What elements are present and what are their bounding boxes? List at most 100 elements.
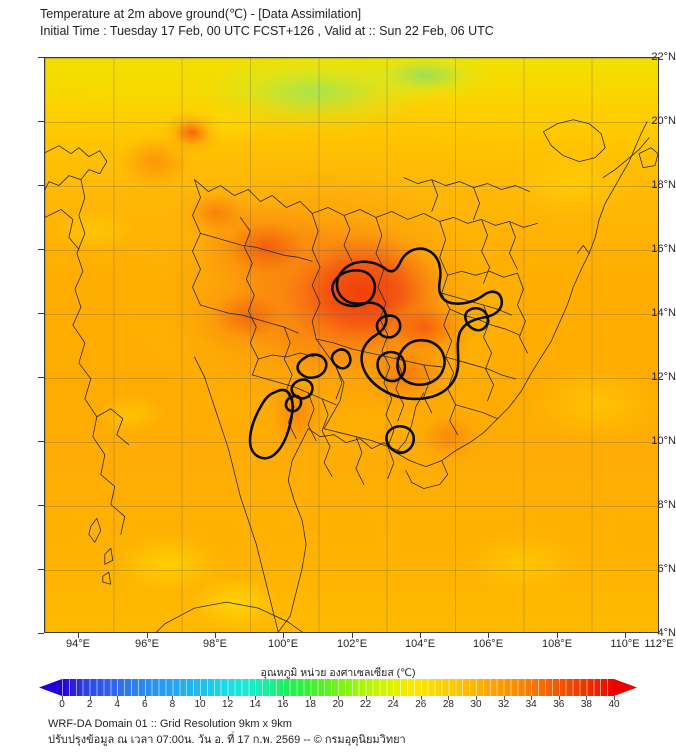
x-tick-label: 106°E: [472, 638, 504, 650]
y-tick-label: 6°N: [657, 563, 676, 575]
y-tick-label: 18°N: [651, 179, 676, 191]
colorbar-tick-label: 20: [332, 699, 344, 710]
colorbar-tick-mark: [448, 696, 450, 700]
x-tick-mark: [352, 633, 353, 638]
colorbar-tick-label: 22: [360, 699, 372, 710]
title-block: Temperature at 2m above ground(℃) - [Dat…: [40, 6, 660, 40]
x-tick-label: 98°E: [203, 638, 227, 650]
colorbar-tick-mark: [200, 696, 201, 700]
colorbar-tick-label: 32: [498, 699, 510, 710]
colorbar-tick-mark: [117, 696, 119, 700]
colorbar-tick-label: 4: [114, 699, 120, 710]
y-tick-mark: [38, 569, 44, 570]
colorbar-segment-dividers: [62, 679, 614, 696]
y-tick-label: 10°N: [651, 435, 676, 447]
coastline-and-border-lines: [45, 119, 658, 632]
colorbar-tick-mark: [586, 696, 588, 700]
x-tick-label: 104°E: [404, 638, 436, 650]
y-tick-label: 12°N: [651, 371, 676, 383]
colorbar-tick-mark: [62, 696, 63, 700]
x-tick-mark: [557, 633, 558, 638]
x-tick-mark: [420, 633, 421, 638]
y-tick-mark: [38, 505, 44, 506]
map-plot-area: [44, 57, 659, 633]
y-tick-label: 14°N: [651, 307, 676, 319]
colorbar-tick-mark: [476, 696, 477, 700]
colorbar: อุณหภูมิ หน่วย องศาเซลเซียส (℃) 0 2 4 6 8 10 1…: [0, 664, 676, 712]
colorbar-tick-label: 28: [442, 699, 454, 710]
y-tick-mark: [38, 377, 44, 378]
colorbar-tick-mark: [503, 696, 505, 700]
colorbar-tick-mark: [282, 696, 284, 700]
colorbar-tick-label: 36: [553, 699, 565, 710]
colorbar-tick-label: 2: [86, 699, 93, 710]
colorbar-tick-label: 6: [142, 699, 148, 710]
y-tick-mark: [38, 121, 44, 122]
y-tick-label: 4°N: [657, 627, 676, 639]
temperature-contour-lines: [248, 247, 504, 460]
colorbar-tick-label: 24: [387, 699, 399, 710]
colorbar-tick-mark: [614, 696, 615, 700]
x-tick-label: 96°E: [135, 638, 159, 650]
footer-domain-info: WRF-DA Domain 01 :: Grid Resolution 9km …: [48, 718, 292, 730]
colorbar-tick-mark: [144, 696, 146, 700]
x-tick-mark: [625, 633, 626, 638]
colorbar-tick-label: 34: [525, 699, 537, 710]
y-tick-mark: [38, 441, 44, 442]
colorbar-tick-label: 18: [304, 699, 316, 710]
colorbar-tick-mark: [393, 696, 395, 700]
footer-update-info: ปรับปรุงข้อมูล ณ เวลา 07:00น. วัน อ. ที่…: [48, 734, 406, 746]
colorbar-tick-mark: [255, 696, 257, 700]
colorbar-tick-label: 0: [59, 699, 65, 710]
colorbar-tick-label: 38: [580, 699, 592, 710]
colorbar-tick-label: 10: [194, 699, 206, 710]
x-tick-label: 102°E: [336, 638, 368, 650]
y-tick-label: 16°N: [651, 243, 676, 255]
colorbar-tick-mark: [420, 696, 422, 700]
colorbar-tick-label: 16: [277, 699, 289, 710]
colorbar-tick-label: 12: [222, 699, 234, 710]
colorbar-tick-mark: [558, 696, 560, 700]
colorbar-extend-max-arrow: [614, 679, 637, 696]
chart-title: Temperature at 2m above ground(℃) - [Dat…: [40, 7, 362, 21]
x-tick-label: 110°E: [610, 638, 640, 650]
colorbar-tick-mark: [365, 696, 367, 700]
temperature-field-cool-pockets: [45, 58, 658, 632]
colorbar-tick-mark: [227, 696, 229, 700]
x-tick-mark: [215, 633, 216, 638]
chart-subtitle: Initial Time : Tuesday 17 Feb, 00 UTC FC…: [40, 24, 494, 38]
colorbar-tick-label: 30: [470, 699, 482, 710]
colorbar-extend-min-arrow: [39, 679, 62, 696]
x-tick-mark: [283, 633, 284, 638]
x-tick-label: 94°E: [66, 638, 90, 650]
colorbar-tick-label: 26: [415, 699, 427, 710]
y-tick-mark: [38, 249, 44, 250]
x-tick-mark: [488, 633, 489, 638]
colorbar-tick-mark: [338, 696, 339, 700]
map-vector-overlay: [45, 58, 658, 632]
x-tick-mark: [78, 633, 79, 638]
colorbar-tick-mark: [531, 696, 533, 700]
y-tick-mark: [38, 313, 44, 314]
graticule-gridlines: [45, 58, 658, 632]
colorbar-title: อุณหภูมิ หน่วย องศาเซลเซียส (℃): [260, 667, 416, 679]
y-tick-mark: [38, 633, 44, 634]
y-tick-label: 8°N: [657, 499, 676, 511]
colorbar-tick-label: 8: [169, 699, 176, 710]
y-tick-mark: [38, 185, 44, 186]
y-tick-label: 20°N: [651, 115, 676, 127]
colorbar-tick-label: 40: [608, 699, 620, 710]
colorbar-tick-label: 14: [249, 699, 261, 710]
colorbar-tick-mark: [89, 696, 91, 700]
colorbar-tick-mark: [310, 696, 312, 700]
x-tick-label: 108°E: [541, 638, 573, 650]
colorbar-tick-mark: [172, 696, 174, 700]
x-tick-label: 100°E: [267, 638, 299, 650]
x-tick-label: 112°E: [644, 638, 674, 650]
x-tick-mark: [147, 633, 148, 638]
y-tick-label: 22°N: [651, 51, 676, 63]
colorbar-gradient: [62, 679, 614, 696]
y-tick-mark: [38, 57, 44, 58]
footer-block: WRF-DA Domain 01 :: Grid Resolution 9km …: [48, 716, 668, 748]
